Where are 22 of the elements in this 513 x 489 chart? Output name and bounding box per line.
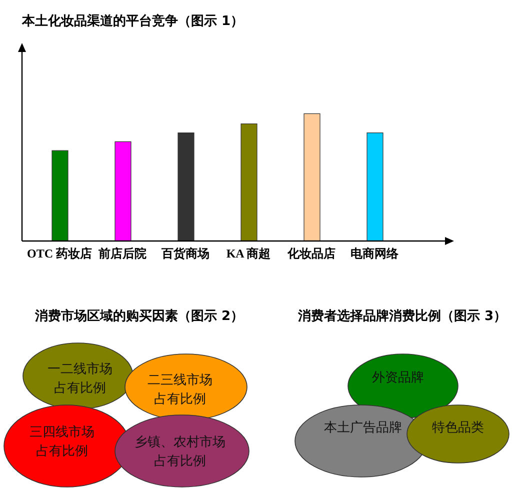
category-label: 一二线市场占有比例 bbox=[46, 361, 114, 398]
bar bbox=[240, 124, 258, 241]
bar bbox=[304, 113, 320, 241]
category-label: 三四线市场占有比例 bbox=[28, 424, 96, 461]
x-tick-label: 化妆品店 bbox=[286, 246, 336, 261]
text: 消费者选择品牌消费比例（图示 3） bbox=[297, 308, 507, 324]
x-tick-label: 电商网络 bbox=[350, 246, 400, 261]
category-label: 特色品类 bbox=[431, 420, 485, 438]
bar bbox=[366, 132, 384, 241]
category-label: 二三线市场占有比例 bbox=[146, 372, 214, 409]
bar bbox=[52, 150, 68, 241]
x-tick-label: OTC 药妆店 bbox=[26, 246, 92, 261]
x-tick-label: KA 商超 bbox=[226, 246, 271, 261]
x-tick-label: 百货商场 bbox=[160, 246, 210, 261]
bar bbox=[178, 132, 194, 241]
category-label: 乡镇、农村市场占有比例 bbox=[134, 434, 226, 471]
category-label: 外资品牌 bbox=[371, 370, 425, 388]
bar bbox=[114, 141, 132, 241]
chart-title: 本土化妆品渠道的平台竞争（图示 1） bbox=[22, 12, 244, 30]
category-label: 本土广告品牌 bbox=[323, 420, 403, 438]
text: 消费市场区域的购买因素（图示 2） bbox=[34, 308, 244, 324]
x-tick-label: 前店后院 bbox=[98, 246, 146, 261]
